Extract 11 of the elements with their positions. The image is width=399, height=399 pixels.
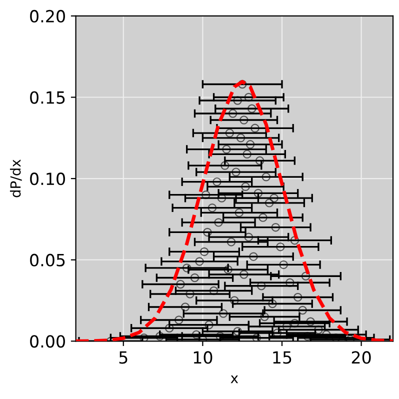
x-tick-label: 20: [352, 351, 371, 364]
x-tick-label: 15: [273, 351, 292, 364]
y-tick-label: 0.20: [30, 10, 65, 23]
y-tick-label: 0.00: [30, 335, 65, 348]
y-axis-title: dP/dx: [10, 160, 22, 198]
y-tick-label: 0.15: [30, 91, 65, 104]
x-tick-label: 5: [119, 351, 128, 364]
y-tick-label: 0.10: [30, 172, 65, 186]
x-axis-title: x: [230, 376, 238, 384]
y-tick-label: 0.05: [30, 254, 65, 266]
x-tick-label: 10: [194, 351, 212, 364]
